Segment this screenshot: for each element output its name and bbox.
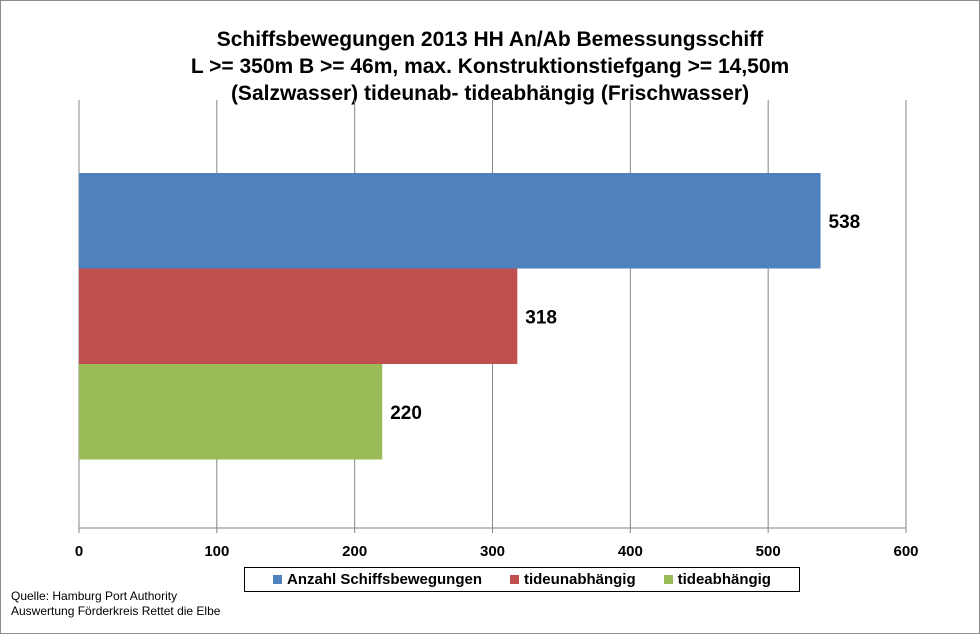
chart-title-line-2: L >= 350m B >= 46m, max. Konstruktionsti… — [190, 55, 790, 78]
legend: Anzahl Schiffsbewegungen tideunabhängig … — [244, 567, 800, 592]
legend-item-anzahl: Anzahl Schiffsbewegungen — [272, 571, 482, 588]
legend-swatch-tideunabhaengig — [509, 575, 519, 584]
x-tick-label-600: 600 — [893, 543, 918, 560]
legend-swatch-tideabhaengig — [663, 575, 673, 584]
legend-item-tideunabhaengig: tideunabhängig — [509, 571, 636, 588]
x-tick-label-300: 300 — [480, 543, 505, 560]
x-tick-label-500: 500 — [756, 543, 781, 560]
chart-title-line-1: Schiffsbewegungen 2013 HH An/Ab Bemessun… — [216, 28, 764, 51]
data-label-0: 538 — [829, 212, 861, 233]
bar-2 — [79, 364, 383, 460]
legend-label-tideabhaengig: tideabhängig — [677, 571, 771, 588]
legend-label-anzahl: Anzahl Schiffsbewegungen — [286, 571, 482, 588]
data-label-2: 220 — [390, 403, 422, 424]
x-tick-label-400: 400 — [618, 543, 643, 560]
x-tick-label-0: 0 — [75, 543, 83, 560]
chart-title-line-3: (Salzwasser) tideunab- tideabhängig (Fri… — [230, 82, 750, 105]
source-line-1: Quelle: Hamburg Port Authority — [11, 589, 178, 603]
bar-1 — [79, 268, 518, 364]
data-label-1: 318 — [525, 307, 557, 328]
legend-swatch-anzahl — [272, 575, 282, 584]
source-line-2: Auswertung Förderkreis Rettet die Elbe — [11, 604, 221, 618]
legend-label-tideunabhaengig: tideunabhängig — [523, 571, 636, 588]
bar-0 — [79, 173, 821, 269]
legend-item-tideabhaengig: tideabhängig — [663, 571, 771, 588]
x-tick-label-200: 200 — [342, 543, 367, 560]
x-tick-label-100: 100 — [204, 543, 229, 560]
